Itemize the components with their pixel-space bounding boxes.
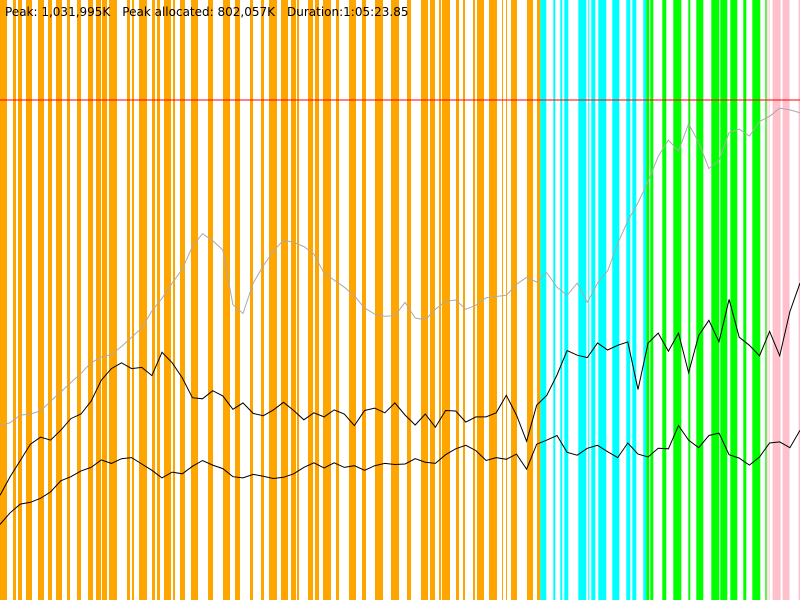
- phase-stripe: [157, 0, 160, 600]
- phase-stripe: [235, 0, 240, 600]
- series-line-allocated: [0, 282, 800, 496]
- stats-header: Peak: 1,031,995K Peak allocated: 802,057K…: [5, 5, 409, 19]
- phase-stripe: [768, 0, 770, 600]
- phase-stripe: [173, 0, 175, 600]
- phase-stripe: [96, 0, 101, 600]
- phase-stripe: [578, 0, 587, 600]
- phase-stripe: [511, 0, 517, 600]
- phase-stripe: [152, 0, 155, 600]
- phase-stripe: [439, 0, 441, 600]
- phase-stripe: [323, 0, 331, 600]
- phase-stripe: [308, 0, 313, 600]
- phase-stripe: [489, 0, 497, 600]
- phase-stripe: [782, 0, 790, 600]
- phase-stripe: [743, 0, 747, 600]
- phase-stripe: [77, 0, 81, 600]
- phase-stripe: [261, 0, 264, 600]
- phase-stripe: [297, 0, 299, 600]
- phase-stripe: [18, 0, 22, 600]
- phase-stripe: [456, 0, 459, 600]
- phase-stripe: [662, 0, 667, 600]
- phase-stripe: [730, 0, 738, 600]
- phase-stripe: [798, 0, 800, 600]
- phase-stripe: [688, 0, 691, 600]
- phase-stripe: [612, 0, 620, 600]
- phase-stripe: [375, 0, 383, 600]
- phase-stripe: [26, 0, 32, 600]
- peak-label: Peak: 1,031,995K: [5, 5, 111, 19]
- phase-stripe: [315, 0, 319, 600]
- phase-stripe: [88, 0, 93, 600]
- phase-stripe: [477, 0, 484, 600]
- phase-stripe: [349, 0, 356, 600]
- series-lines: [0, 107, 800, 525]
- phase-stripe: [0, 0, 7, 600]
- phase-stripe: [560, 0, 563, 600]
- phase-stripe: [38, 0, 44, 600]
- phase-stripe: [191, 0, 198, 600]
- phase-stripe: [765, 0, 767, 600]
- series-line-peak: [0, 107, 800, 427]
- phase-stripe: [139, 0, 147, 600]
- phase-stripe: [553, 0, 556, 600]
- phase-stripe: [291, 0, 296, 600]
- phase-stripe: [632, 0, 637, 600]
- phase-stripe: [527, 0, 533, 600]
- phase-stripe: [591, 0, 596, 600]
- phase-stripe: [336, 0, 339, 600]
- phase-stripe: [502, 0, 503, 600]
- phase-stripe: [506, 0, 507, 600]
- phase-stripe: [564, 0, 569, 600]
- phase-stripe: [102, 0, 107, 600]
- phase-stripe: [442, 0, 450, 600]
- phase-stripe: [650, 0, 654, 600]
- phase-stripe: [13, 0, 16, 600]
- phase-stripe: [752, 0, 761, 600]
- phase-stripe: [772, 0, 781, 600]
- phase-stripe: [407, 0, 411, 600]
- phase-stripe: [250, 0, 253, 600]
- phase-stripe: [643, 0, 647, 600]
- phase-stripe: [208, 0, 213, 600]
- phase-stripe: [537, 0, 541, 600]
- phase-stripe: [626, 0, 631, 600]
- phase-stripe: [430, 0, 435, 600]
- phase-stripe: [223, 0, 230, 600]
- peak-allocated-label: Peak allocated: 802,057K: [122, 5, 275, 19]
- duration-label: Duration:1:05:23.85: [286, 5, 409, 19]
- phase-stripe: [109, 0, 117, 600]
- phase-stripe: [269, 0, 277, 600]
- phase-stripe: [67, 0, 70, 600]
- phase-stripe: [362, 0, 366, 600]
- phase-stripe: [56, 0, 62, 600]
- phase-stripe: [673, 0, 682, 600]
- phase-stripe: [766, 0, 768, 600]
- phase-stripe: [127, 0, 130, 600]
- phase-stripe: [180, 0, 185, 600]
- phase-stripe: [48, 0, 52, 600]
- phase-stripe: [164, 0, 171, 600]
- phase-stripe: [720, 0, 728, 600]
- phase-stripe: [711, 0, 720, 600]
- phase-stripe: [391, 0, 399, 600]
- phase-stripe: [281, 0, 288, 600]
- phase-stripe: [421, 0, 428, 600]
- phase-stripe: [696, 0, 704, 600]
- phase-stripe: [598, 0, 607, 600]
- phase-stripe: [646, 0, 650, 600]
- phase-stripe: [473, 0, 475, 600]
- phase-stripe: [132, 0, 134, 600]
- phase-stripe: [540, 0, 547, 600]
- series-line-minimum: [0, 424, 800, 525]
- phase-stripe: [463, 0, 465, 600]
